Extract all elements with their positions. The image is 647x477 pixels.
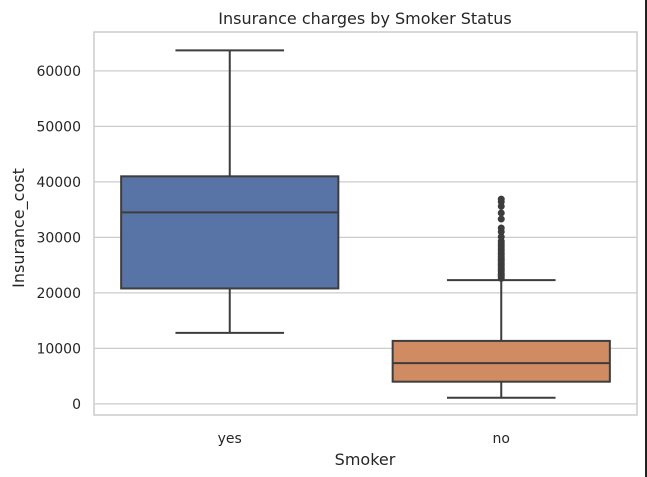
iqr-box [120, 175, 340, 290]
box-yes [120, 49, 340, 334]
outlier-point [497, 224, 505, 232]
x-axis-ticks: yes no [218, 431, 510, 447]
outlier-point [497, 215, 505, 223]
window-edge [645, 0, 647, 477]
y-tick-label: 50000 [36, 119, 81, 135]
y-axis-label: Insurance_cost [9, 168, 29, 288]
iqr-box [391, 339, 611, 383]
y-tick-label: 40000 [36, 175, 81, 191]
y-tick-label: 30000 [36, 230, 81, 246]
y-tick-label: 10000 [36, 341, 81, 357]
x-tick-label-yes: yes [218, 431, 242, 447]
chart-title: Insurance charges by Smoker Status [218, 9, 511, 28]
y-tick-label: 60000 [36, 64, 81, 80]
y-tick-label: 20000 [36, 286, 81, 302]
box-no [391, 195, 611, 399]
outlier-point [497, 209, 505, 217]
y-tick-label: 0 [72, 397, 81, 413]
x-axis-label: Smoker [335, 450, 396, 469]
outlier-point [497, 195, 505, 203]
x-tick-label-no: no [493, 431, 510, 447]
plot-frame [93, 31, 638, 416]
box-series [120, 49, 611, 399]
y-axis-ticks: 0 10000 20000 30000 40000 50000 60000 [36, 64, 81, 413]
